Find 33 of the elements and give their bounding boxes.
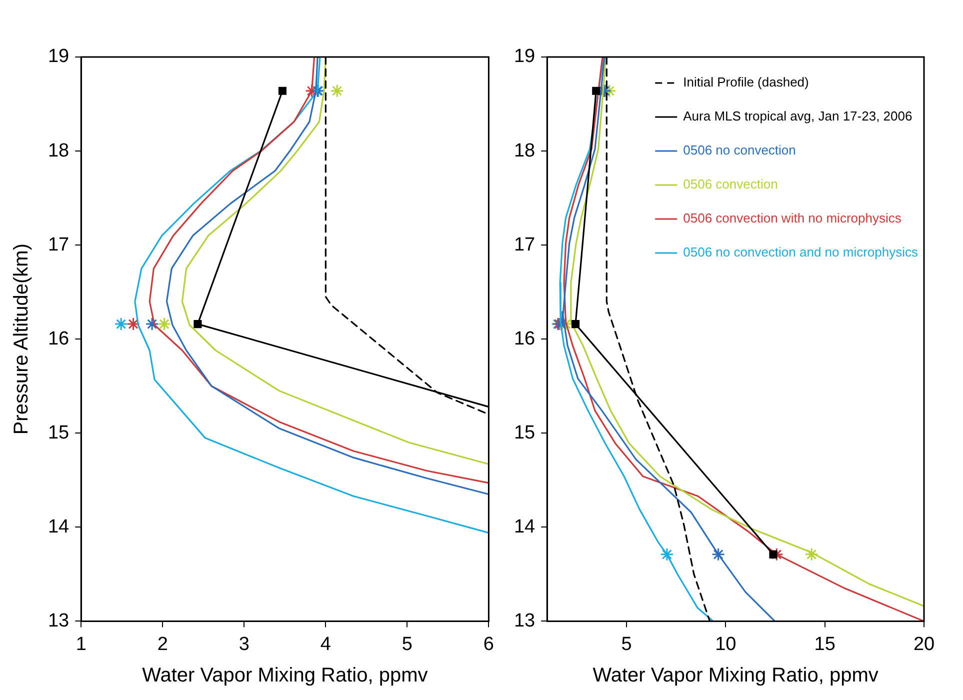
y-tick-label: 17 (514, 234, 536, 256)
y-tick-label: 15 (514, 422, 536, 444)
x-tick-label: 4 (320, 634, 332, 655)
y-tick-label: 18 (48, 140, 70, 162)
x-tick-label: 10 (715, 634, 736, 655)
y-tick-label: 13 (48, 610, 70, 632)
x-tick-label: 15 (814, 634, 836, 655)
y-axis-title: Pressure Altitude(km) (10, 244, 33, 435)
y-tick-label: 16 (48, 328, 70, 350)
y-tick-label: 18 (514, 140, 536, 162)
y-tick-label: 13 (514, 610, 536, 632)
x-axis-title: Water Vapor Mixing Ratio, ppmv (142, 664, 428, 687)
y-tick-label: 14 (514, 516, 536, 538)
legend-label: Initial Profile (dashed) (683, 74, 809, 90)
legend-label: Aura MLS tropical avg, Jan 17-23, 2006 (683, 108, 912, 124)
x-tick-label: 2 (157, 634, 168, 655)
y-tick-label: 19 (48, 46, 70, 68)
legend-label: 0506 convection with no microphysics (683, 210, 902, 226)
x-tick-label: 3 (238, 634, 250, 655)
legend-label: 0506 no convection (683, 142, 796, 158)
x-tick-label: 5 (621, 634, 632, 655)
x-tick-label: 1 (76, 634, 86, 655)
y-tick-label: 16 (514, 328, 536, 350)
y-tick-label: 15 (48, 422, 70, 444)
y-tick-label: 14 (48, 516, 70, 538)
x-tick-label: 6 (483, 634, 494, 655)
y-tick-label: 17 (48, 234, 70, 256)
x-tick-label: 5 (402, 634, 412, 655)
x-tick-label: 20 (913, 634, 935, 655)
y-tick-label: 19 (514, 46, 536, 68)
legend-label: 0506 no convection and no microphysics (683, 244, 918, 260)
legend-label: 0506 convection (683, 176, 778, 192)
x-axis-title: Water Vapor Mixing Ratio, ppmv (592, 664, 878, 687)
